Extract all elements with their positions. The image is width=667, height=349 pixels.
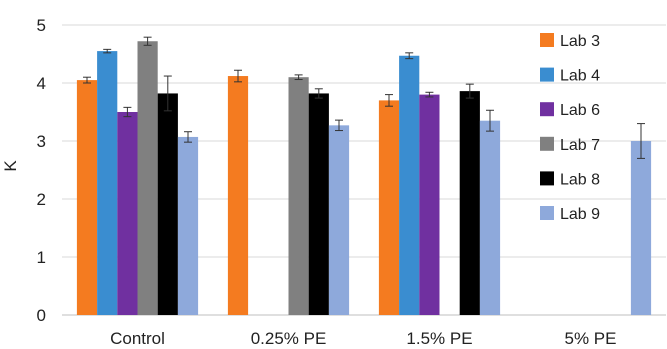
bar-lab-8-1	[308, 93, 329, 315]
legend-swatch	[540, 136, 554, 151]
error-bar	[83, 76, 91, 84]
legend-swatch	[540, 102, 554, 117]
legend-swatch	[540, 171, 554, 186]
y-tick-label: 3	[37, 132, 46, 151]
bar-lab-8-0	[157, 93, 178, 315]
bar-lab-6-0	[117, 112, 138, 315]
error-bar	[385, 94, 393, 107]
bar-lab-9-1	[328, 125, 350, 315]
legend-label: Lab 7	[560, 137, 600, 154]
legend-label: Lab 4	[560, 68, 600, 85]
error-bar	[294, 74, 303, 81]
error-bar	[103, 48, 112, 54]
category-label: 5% PE	[565, 329, 617, 348]
error-bar	[123, 106, 132, 118]
legend: Lab 3 Lab 4 Lab 6 Lab 7 Lab 8 Lab 9	[540, 33, 600, 223]
category-labels: Control 0.25% PE 1.5% PE 5% PE	[110, 329, 616, 348]
category-label: 1.5% PE	[406, 329, 472, 348]
legend-swatch	[540, 67, 554, 82]
error-bar	[184, 131, 192, 143]
bar-lab-4-2	[399, 55, 420, 316]
error-bar	[335, 119, 343, 132]
legend-label: Lab 3	[560, 33, 600, 50]
y-tick-labels: 0 1 2 3 4 5	[37, 16, 46, 325]
legend-label: Lab 6	[560, 102, 600, 119]
y-axis-label: K	[1, 160, 20, 172]
error-bar	[486, 109, 494, 132]
legend-swatch	[540, 206, 554, 220]
y-tick-label: 0	[37, 306, 46, 325]
error-bars	[83, 36, 645, 159]
bar-lab-3-0	[76, 80, 98, 315]
legend-label: Lab 9	[560, 206, 600, 223]
category-label: Control	[110, 329, 165, 348]
bar-lab-4-0	[97, 51, 118, 315]
bar-lab-3-1	[227, 76, 249, 315]
error-bar	[234, 69, 242, 83]
bar-lab-6-2	[419, 94, 440, 315]
bar-lab-9-2	[479, 120, 501, 315]
y-tick-label: 1	[37, 248, 46, 267]
error-bar	[405, 52, 414, 60]
error-bar	[314, 88, 323, 99]
legend-label: Lab 8	[560, 171, 600, 188]
y-tick-label: 2	[37, 190, 46, 209]
bar-lab-3-2	[378, 100, 400, 316]
y-tick-label: 4	[37, 74, 46, 93]
legend-swatch	[540, 33, 554, 47]
error-bar	[637, 123, 645, 159]
error-bar	[143, 36, 152, 46]
error-bar	[465, 83, 474, 99]
bars	[76, 41, 652, 316]
bar-lab-9-0	[177, 136, 199, 315]
error-bar	[163, 75, 172, 112]
error-bar	[425, 91, 434, 98]
bar-lab-7-0	[137, 41, 158, 316]
bar-lab-9-3	[630, 141, 652, 315]
bar-lab-7-1	[288, 77, 309, 315]
bar-lab-8-2	[459, 91, 480, 316]
category-label: 0.25% PE	[251, 329, 327, 348]
y-tick-label: 5	[37, 16, 46, 35]
